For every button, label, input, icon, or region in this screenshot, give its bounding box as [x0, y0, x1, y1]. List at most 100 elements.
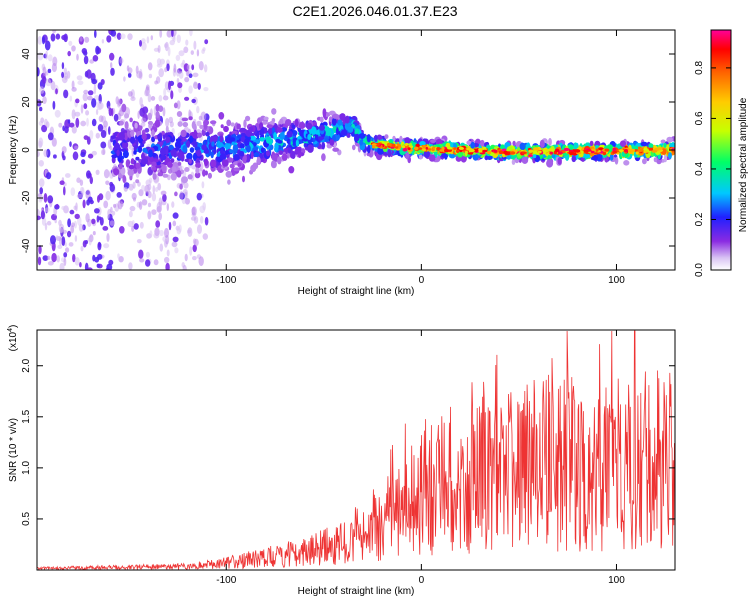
spectrogram-band-cell	[359, 139, 363, 146]
spectrogram-core-cell	[635, 151, 639, 155]
spectrogram-core-cell	[602, 151, 607, 156]
spectrogram-band-cell	[118, 162, 123, 170]
spectrogram-noise-cell	[61, 146, 67, 154]
spectrogram-noise-cell	[151, 192, 157, 202]
spectrogram-noise-cell	[111, 108, 114, 117]
spectrogram-band-cell	[243, 154, 247, 162]
spectrogram-noise-cell	[164, 256, 170, 264]
spectrogram-noise-cell	[37, 215, 41, 220]
spectrogram-noise-cell	[139, 221, 144, 229]
spectrogram-noise-cell	[76, 53, 79, 61]
spectrogram-noise-cell	[61, 62, 65, 70]
spectrogram-band-cell	[470, 141, 476, 149]
spectrogram-noise-cell	[64, 126, 69, 134]
spectrogram-noise-cell	[74, 235, 78, 242]
spectrogram-band-cell	[193, 129, 197, 136]
spectrogram-band-cell	[480, 139, 485, 147]
spectrogram-noise-cell	[82, 199, 86, 209]
spectrogram-noise-cell	[75, 98, 80, 104]
spectrogram-core-cell	[528, 149, 534, 153]
spectrogram-noise-cell	[187, 227, 193, 238]
spectrogram-core-cell	[386, 142, 392, 147]
spectrogram-band-cell	[238, 151, 245, 157]
spectrogram-band-cell	[233, 154, 240, 161]
spectrogram-band-cell	[226, 119, 232, 127]
spectrogram-noise-cell	[204, 39, 209, 45]
spectrogram-noise-cell	[198, 60, 204, 71]
spectrogram-noise-cell	[185, 39, 189, 46]
spectrogram-xlabel: Height of straight line (km)	[298, 286, 415, 297]
spectrogram-noise-cell	[71, 126, 77, 134]
spectrogram-band-cell	[121, 103, 127, 113]
spectrogram-band-cell	[245, 115, 251, 122]
spectrogram-band-cell	[225, 150, 229, 156]
spectrogram-noise-cell	[80, 186, 84, 194]
spectrogram-band-cell	[134, 122, 138, 129]
spectrogram-noise-cell	[129, 210, 133, 218]
x-tick-label: 100	[608, 575, 625, 586]
spectrogram-band-cell	[182, 145, 188, 153]
spectrogram-noise-cell	[162, 193, 167, 202]
spectrogram-noise-cell	[64, 242, 68, 247]
spectrogram-noise-cell	[183, 182, 189, 189]
snr-frame	[36, 329, 676, 571]
spectrogram-band-cell	[147, 112, 152, 121]
spectrogram-band-cell	[184, 167, 190, 172]
spectrogram-band-cell	[252, 162, 259, 170]
spectrogram-noise-cell	[201, 181, 205, 189]
spectrogram-band-cell	[195, 162, 201, 169]
spectrogram-noise-cell	[42, 96, 47, 104]
spectrogram-core-cell	[439, 149, 445, 152]
spectrogram-noise-cell	[148, 177, 153, 183]
spectrogram-noise-cell	[80, 151, 86, 158]
spectrogram-band-cell	[384, 134, 389, 140]
spectrogram-band-cell	[231, 130, 238, 135]
spectrogram-band-cell	[418, 154, 423, 160]
spectrogram-core-cell	[618, 149, 624, 153]
spectrogram-noise-cell	[38, 245, 42, 255]
spectrogram-band-cell	[182, 121, 189, 128]
spectrogram-band-cell	[237, 162, 242, 167]
spectrogram-noise-cell	[191, 64, 195, 71]
spectrogram-noise-cell	[192, 72, 199, 78]
spectrogram-noise-cell	[55, 235, 59, 241]
spectrogram-band-cell	[210, 120, 217, 125]
spectrogram-band-cell	[268, 127, 273, 135]
spectrogram-noise-cell	[37, 36, 42, 45]
spectrogram-band-cell	[227, 179, 231, 185]
spectrogram-band-cell	[259, 137, 265, 142]
spectrogram-band-cell	[261, 120, 268, 125]
spectrogram-noise-cell	[105, 190, 111, 201]
spectrogram-noise-cell	[120, 33, 126, 40]
spectrogram-noise-cell	[141, 184, 146, 192]
spectrogram-band-cell	[133, 150, 137, 155]
spectrogram-noise-cell	[192, 238, 197, 245]
spectrogram-noise-cell	[153, 232, 160, 239]
snr-plot-area	[37, 330, 675, 570]
spectrogram-noise-cell	[150, 35, 153, 41]
spectrogram-noise-cell	[133, 223, 139, 230]
spectrogram-band-cell	[222, 159, 229, 167]
spectrogram-band-cell	[135, 138, 139, 146]
spectrogram-noise-cell	[98, 193, 104, 201]
spectrogram-core-cell	[612, 147, 617, 152]
spectrogram-noise-cell	[98, 115, 104, 123]
spectrogram-band-cell	[423, 150, 430, 158]
spectrogram-noise-cell	[103, 243, 110, 249]
spectrogram-noise-cell	[92, 231, 96, 236]
spectrogram-noise-cell	[38, 160, 44, 167]
spectrogram-band-cell	[521, 156, 529, 164]
spectrogram-noise-cell	[72, 253, 76, 263]
spectrogram-noise-cell	[190, 216, 197, 221]
spectrogram-band-cell	[120, 167, 126, 176]
spectrogram-band-cell	[339, 125, 344, 130]
spectrogram-noise-cell	[45, 50, 48, 60]
spectrogram-core-cell	[569, 151, 575, 156]
spectrogram-noise-cell	[99, 217, 104, 226]
spectrogram-core-cell	[395, 146, 399, 149]
spectrogram-noise-cell	[171, 30, 174, 37]
spectrogram-noise-cell	[55, 203, 59, 209]
spectrogram-noise-cell	[70, 187, 76, 197]
spectrogram-noise-cell	[79, 36, 83, 42]
spectrogram-band-cell	[199, 124, 204, 130]
